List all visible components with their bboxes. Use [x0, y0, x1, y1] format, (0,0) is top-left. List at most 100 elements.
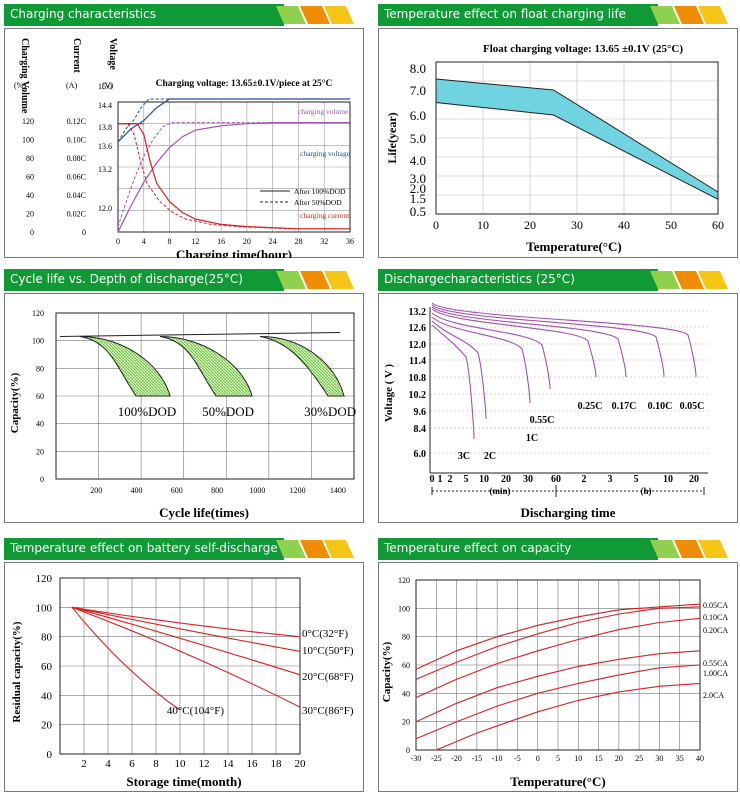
y-tick-label: 100 [32, 337, 44, 346]
self-discharge-curve [71, 606, 301, 652]
tick-label-current: 0.04C [67, 191, 86, 200]
y-tick-label: 4.0 [410, 153, 426, 168]
y-axis-title: Life(year) [385, 112, 399, 163]
plot-border [435, 61, 719, 215]
y-tick-label: 2.0 [410, 181, 426, 196]
tick-label-volume: 0 [30, 228, 34, 237]
panel-title: Temperature effect on battery self-disch… [10, 541, 278, 555]
series-label: 0°C(32°F) [302, 628, 348, 640]
self-discharge-chart: 0 20 40 60 80 100 120 2 4 6 8 10 12 14 16 18 20 Storage t… [11, 573, 354, 789]
x-axis-title: Discharging time [521, 505, 616, 520]
y-tick-label: 0.5 [410, 204, 426, 219]
x-tick-label: -15 [472, 754, 483, 763]
y-tick-label: 0 [40, 475, 44, 484]
panel-title: Temperature effect on capacity [384, 541, 572, 555]
y-axis-title: Capacity(%) [9, 372, 21, 433]
plot-border [59, 577, 301, 755]
x-tick-label: 36 [346, 237, 354, 246]
x-unit-label: (h) [641, 486, 652, 496]
discharge-curve [431, 304, 665, 378]
x-tick-label: 2 [81, 758, 87, 770]
series-label: 0.10CA [703, 613, 728, 622]
y-axis-title: Charging Volume [19, 38, 30, 114]
series-label: 1.00CA [703, 669, 728, 678]
curve-label: 0.05C [680, 401, 705, 412]
tick-label-current: 0.10C [67, 136, 86, 145]
curve-label: 3C [458, 451, 470, 462]
x-tick-label: 20 [243, 237, 251, 246]
x-tick-label: 1400 [330, 486, 346, 495]
y-tick-label: 6.0 [410, 108, 426, 123]
series-label: 30°C(86°F) [302, 705, 354, 717]
x-tick-label: 1200 [290, 486, 306, 495]
series-line-volume [117, 121, 350, 233]
x-tick-label: 35 [676, 754, 684, 763]
x-tick-label: 20 [689, 474, 699, 485]
y-tick-label: 8.4 [414, 424, 427, 435]
life-band [435, 78, 719, 201]
x-tick-label: 0 [433, 218, 439, 232]
discharge-curve [431, 316, 531, 404]
y-tick-label: 0 [406, 746, 410, 755]
x-tick-label: 30 [655, 754, 663, 763]
panel-cycle-life: Cycle life vs. Depth of discharge(25°C) … [4, 269, 366, 524]
tick-label-volume: 100 [22, 136, 34, 145]
y-tick-label: 10.8 [409, 373, 427, 384]
charging-characteristics-chart: Charging Volume(%) Current (A) Voltage (V) 0 2… [14, 38, 354, 258]
x-tick-label: 5 [464, 474, 469, 485]
x-tick-label: -25 [431, 754, 442, 763]
x-tick-label: 18 [271, 758, 283, 770]
y-tick-label: 1.5 [410, 191, 426, 206]
x-tick-label: 20 [295, 758, 307, 770]
capacity-curve [415, 606, 701, 680]
y-tick-label: 9.6 [414, 407, 427, 418]
discharge-chart: 6.0 8.4 9.6 10.2 10.8 11.4 12.0 12.6 13.2 Voltage… [383, 302, 708, 520]
panel-header: Temperature effect on capacity [378, 538, 740, 560]
y-tick-label: 60 [402, 661, 410, 670]
tick-label-current: 0 [82, 228, 86, 237]
x-tick-label: 10 [175, 758, 187, 770]
y-tick-label: 120 [32, 309, 44, 318]
panel-title: Temperature effect on float charging lif… [384, 7, 627, 21]
x-tick-label: 200 [90, 486, 102, 495]
panel-discharge: Dischargecharacteristics (25°C) 6.0 8.4 9.… [378, 269, 740, 524]
y-tick-label: 120 [36, 573, 53, 585]
panel-temp-capacity: Temperature effect on capacity 0 20 40 60 80… [378, 538, 740, 793]
x-tick-label: 1 [438, 474, 443, 485]
x-tick-label: 40 [618, 218, 630, 232]
x-tick-label: 4 [105, 758, 111, 770]
self-discharge-curve [71, 606, 301, 708]
capacity-curve [415, 603, 701, 670]
x-tick-label: 10 [479, 474, 489, 485]
capacity-curve [415, 617, 701, 699]
discharge-curve [431, 308, 597, 378]
y-axis-title: Current [71, 38, 82, 73]
capacity-curve [415, 664, 701, 740]
tick-label-current: 0.02C [67, 210, 86, 219]
x-tick-label: 1000 [249, 486, 265, 495]
cycle-band [159, 336, 253, 397]
panel-title: Cycle life vs. Depth of discharge(25°C) [10, 272, 243, 286]
y-tick-label: 60 [41, 661, 53, 673]
tick-label-volume: 20 [26, 210, 34, 219]
panel-self-discharge: Temperature effect on battery self-disch… [4, 538, 366, 793]
panel-header: Dischargecharacteristics (25°C) [378, 269, 740, 291]
x-tick-label: 50 [665, 218, 677, 232]
x-tick-label: 0 [430, 474, 435, 485]
curve-label: 0.17C [612, 401, 637, 412]
x-tick-label: 25 [635, 754, 643, 763]
x-tick-label: -30 [411, 754, 422, 763]
x-axis-title: Charging time(hour) [176, 247, 292, 258]
series-label: 10°C(50°F) [302, 645, 354, 657]
x-axis-title: Temperature(°C) [510, 774, 605, 789]
tick-label-current: 0.06C [67, 173, 86, 182]
x-tick-label: 5 [556, 754, 560, 763]
series-label: 2.0CA [703, 691, 724, 700]
y-tick-label: 40 [36, 420, 44, 429]
series-label: 0.05CA [703, 601, 728, 610]
x-tick-label: 12 [199, 758, 210, 770]
capacity-curve [436, 682, 701, 751]
x-tick-label: 16 [247, 758, 259, 770]
panel-title: Charging characteristics [10, 7, 156, 21]
curve-label: 0.10C [648, 401, 673, 412]
